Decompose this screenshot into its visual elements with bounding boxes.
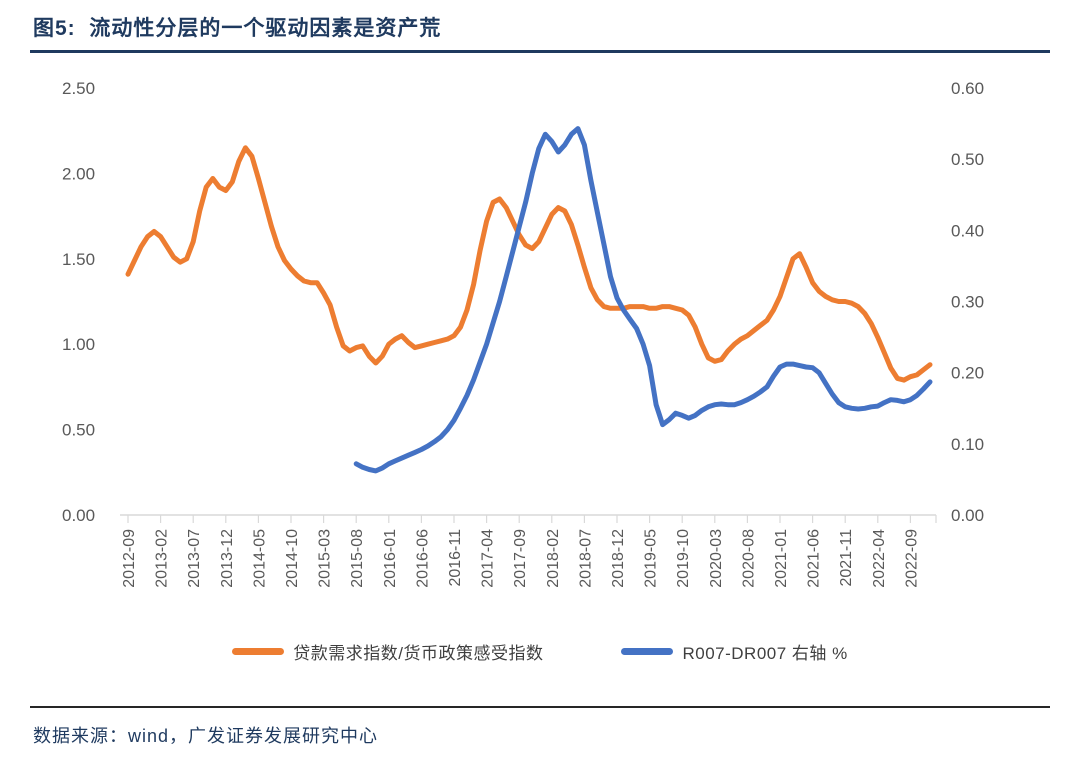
x-axis-tick-label: 2017-04 <box>480 529 497 588</box>
x-axis-tick-label: 2021-06 <box>806 529 823 588</box>
x-axis-tick-label: 2018-12 <box>610 529 627 588</box>
x-axis-tick-label: 2013-02 <box>154 529 171 588</box>
x-axis-tick-label: 2015-03 <box>317 529 334 588</box>
blue-line-swatch <box>621 648 674 655</box>
right-axis-tick-label: 0.50 <box>951 150 984 169</box>
x-axis-tick-label: 2012-09 <box>121 529 138 588</box>
x-axis-tick-label: 2017-09 <box>512 529 529 588</box>
chart-title: 图5: 流动性分层的一个驱动因素是资产荒 <box>33 17 442 40</box>
right-axis-tick-label: 0.00 <box>951 506 984 525</box>
right-axis-tick-label: 0.60 <box>951 79 984 98</box>
legend-item-loan-demand-index: 贷款需求指数/货币政策感受指数 <box>232 639 543 664</box>
x-axis-tick-label: 2013-12 <box>219 529 236 588</box>
left-axis-tick-label: 2.50 <box>62 79 95 98</box>
x-axis-tick-label: 2019-10 <box>675 529 692 588</box>
x-axis-tick-label: 2022-04 <box>871 529 888 588</box>
x-axis-tick-label: 2019-05 <box>643 529 660 588</box>
right-axis-tick-label: 0.20 <box>951 364 984 383</box>
left-axis-tick-label: 0.00 <box>62 506 95 525</box>
title-underline <box>30 50 1050 53</box>
x-axis-tick-label: 2018-07 <box>577 529 594 588</box>
series-line-r007-dr007 <box>353 126 933 474</box>
x-axis-tick-label: 2020-08 <box>740 529 757 588</box>
x-axis-tick-label: 2022-09 <box>903 529 920 588</box>
x-axis-tick-label: 2014-10 <box>284 529 301 588</box>
footer-divider <box>30 706 1050 708</box>
chart-legend: 贷款需求指数/货币政策感受指数 R007-DR007 右轴 % <box>0 639 1080 664</box>
series-line-loan-demand-index <box>125 145 933 383</box>
x-axis-tick-label: 2020-03 <box>708 529 725 588</box>
orange-line-swatch <box>232 648 285 655</box>
x-axis-tick-label: 2021-01 <box>773 529 790 588</box>
legend-label: R007-DR007 右轴 % <box>682 644 848 663</box>
left-axis-tick-label: 1.00 <box>62 335 95 354</box>
right-axis-tick-label: 0.10 <box>951 435 984 454</box>
x-axis-tick-label: 2016-06 <box>414 529 431 588</box>
x-axis-tick-label: 2016-11 <box>447 529 464 587</box>
x-axis-tick-label: 2016-01 <box>382 529 399 588</box>
x-axis-tick-label: 2021-11 <box>838 529 855 587</box>
legend-item-r007-dr007: R007-DR007 右轴 % <box>621 639 847 664</box>
x-axis-tick-label: 2014-05 <box>251 529 268 588</box>
x-axis-tick-label: 2015-08 <box>349 529 366 588</box>
left-axis-tick-label: 0.50 <box>62 421 95 440</box>
left-axis-tick-label: 2.00 <box>62 164 95 183</box>
x-axis-tick-label: 2013-07 <box>186 529 203 588</box>
left-axis-tick-label: 1.50 <box>62 250 95 269</box>
legend-label: 贷款需求指数/货币政策感受指数 <box>293 644 544 663</box>
right-axis-tick-label: 0.40 <box>951 221 984 240</box>
data-source-note: 数据来源：wind，广发证券发展研究中心 <box>33 726 379 746</box>
right-axis-tick-label: 0.30 <box>951 293 984 312</box>
x-axis-tick-label: 2018-02 <box>545 529 562 588</box>
